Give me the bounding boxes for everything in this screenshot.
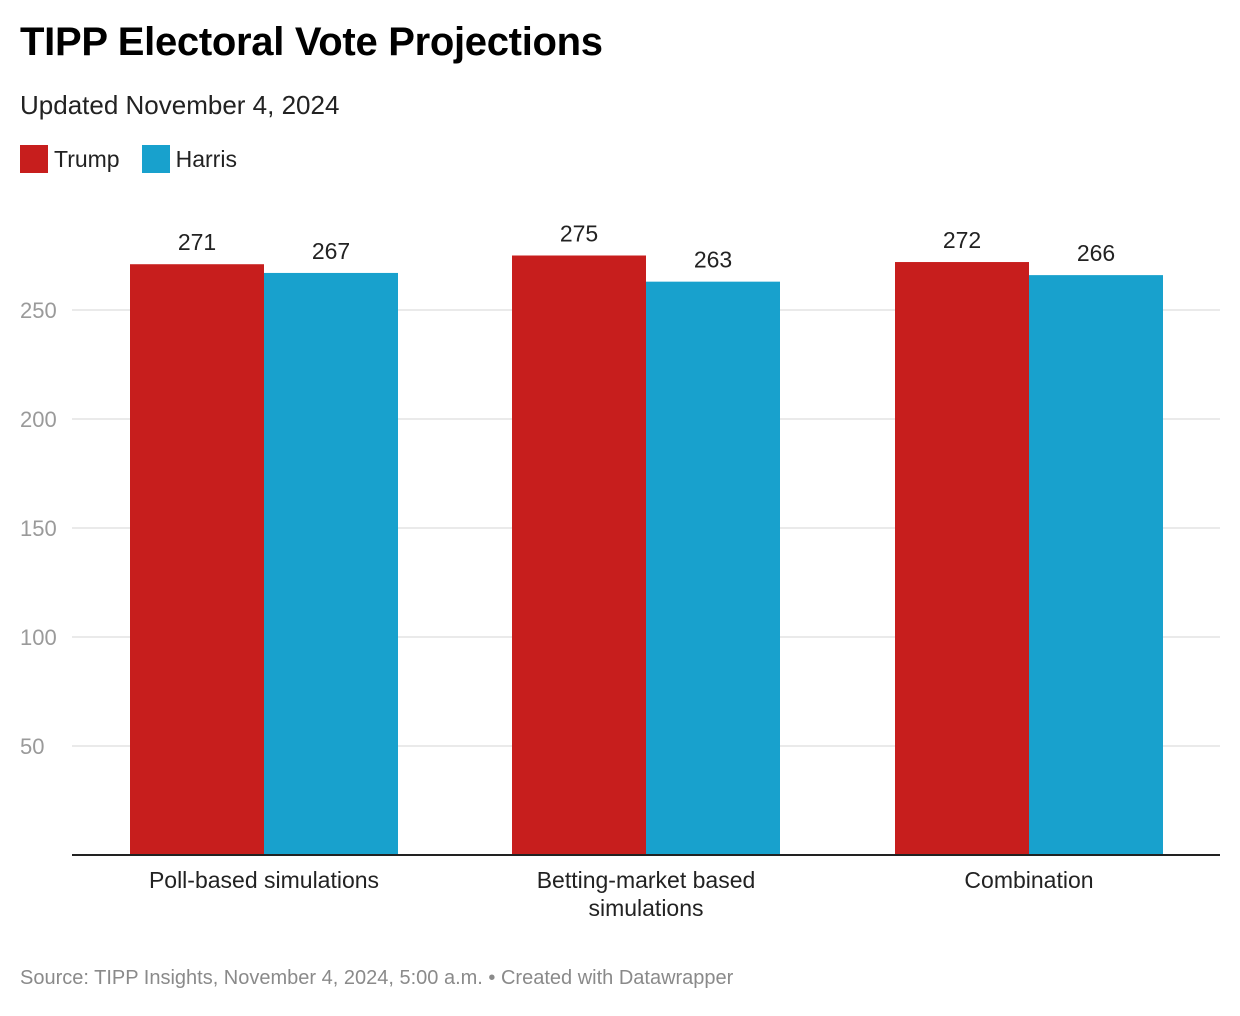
- y-tick-label: 200: [20, 407, 57, 432]
- bar-harris-2: [1029, 275, 1163, 855]
- footer-separator: •: [488, 967, 496, 989]
- legend: Trump Harris: [20, 145, 259, 173]
- legend-label-trump: Trump: [54, 145, 120, 172]
- footer-source: Source: TIPP Insights, November 4, 2024,…: [20, 967, 483, 989]
- x-tick-label: simulations: [588, 895, 703, 921]
- legend-swatch-harris: [141, 145, 170, 173]
- legend-item-trump: Trump: [20, 145, 120, 173]
- legend-item-harris: Harris: [141, 145, 237, 173]
- chart-title: TIPP Electoral Vote Projections: [20, 20, 603, 64]
- y-tick-label: 100: [20, 625, 57, 650]
- bar-trump-1: [512, 255, 646, 855]
- bar-chart: 50 100 150 200 250 271 267 Poll-based simulatio…: [20, 221, 1220, 921]
- data-label: 267: [312, 238, 350, 264]
- legend-label-harris: Harris: [175, 145, 237, 172]
- x-tick-label: Combination: [964, 867, 1093, 893]
- data-label: 271: [178, 229, 216, 255]
- bar-harris-0: [264, 272, 398, 855]
- footer: Source: TIPP Insights, November 4, 2024,…: [20, 967, 733, 990]
- bar-harris-1: [646, 281, 780, 855]
- chart-subtitle: Updated November 4, 2024: [20, 90, 340, 120]
- y-tick-label: 250: [20, 298, 57, 323]
- y-tick-label: 50: [20, 734, 44, 759]
- data-label: 263: [694, 247, 732, 273]
- data-label: 275: [560, 221, 598, 247]
- x-tick-label: Betting-market based: [537, 867, 756, 893]
- legend-swatch-trump: [20, 145, 48, 173]
- y-tick-label: 150: [20, 516, 57, 541]
- data-label: 266: [1077, 240, 1115, 266]
- bar-trump-2: [895, 262, 1029, 855]
- bar-trump-0: [130, 264, 264, 856]
- x-tick-label: Poll-based simulations: [149, 867, 379, 893]
- data-label: 272: [943, 227, 981, 253]
- footer-credit: Created with Datawrapper: [500, 967, 734, 989]
